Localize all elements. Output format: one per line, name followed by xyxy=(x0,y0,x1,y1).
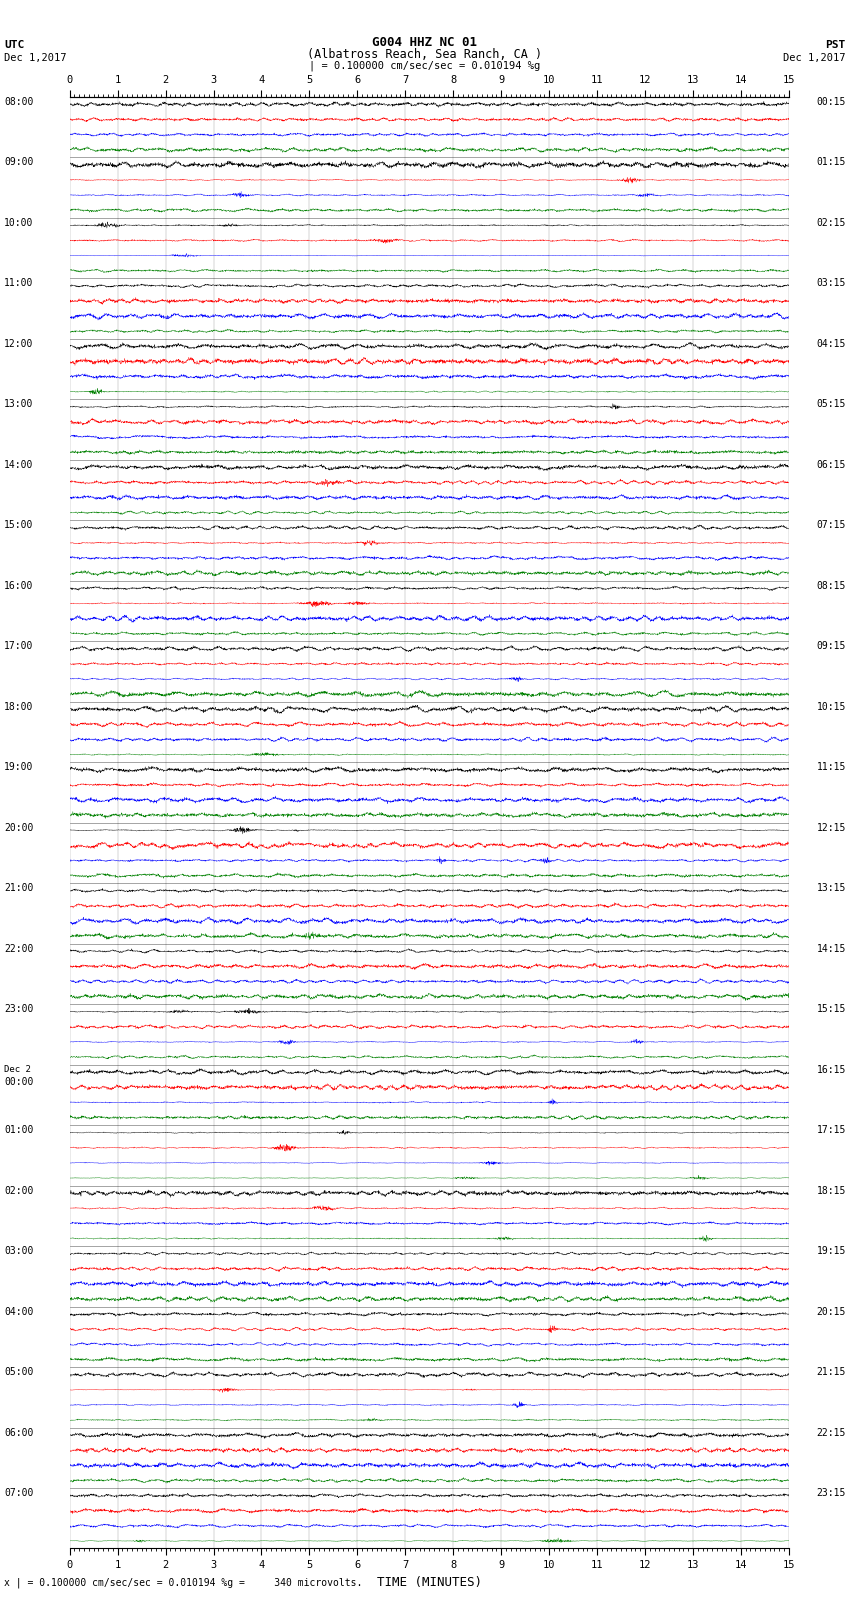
Text: 16:00: 16:00 xyxy=(4,581,34,590)
Text: 22:00: 22:00 xyxy=(4,944,34,953)
Text: 08:00: 08:00 xyxy=(4,97,34,106)
Text: 14:00: 14:00 xyxy=(4,460,34,469)
Text: 23:00: 23:00 xyxy=(4,1003,34,1015)
Text: 10:00: 10:00 xyxy=(4,218,34,227)
Text: 16:15: 16:15 xyxy=(816,1065,846,1074)
Text: 07:00: 07:00 xyxy=(4,1487,34,1498)
Text: PST: PST xyxy=(825,40,846,50)
Text: 18:00: 18:00 xyxy=(4,702,34,711)
Text: (Albatross Reach, Sea Ranch, CA ): (Albatross Reach, Sea Ranch, CA ) xyxy=(308,48,542,61)
Text: Dec 1,2017: Dec 1,2017 xyxy=(783,53,846,63)
Text: 21:15: 21:15 xyxy=(816,1368,846,1378)
Text: 10:15: 10:15 xyxy=(816,702,846,711)
Text: 06:00: 06:00 xyxy=(4,1428,34,1437)
Text: 02:00: 02:00 xyxy=(4,1186,34,1195)
Text: x | = 0.100000 cm/sec/sec = 0.010194 %g =     340 microvolts.: x | = 0.100000 cm/sec/sec = 0.010194 %g … xyxy=(4,1578,363,1589)
Text: 04:15: 04:15 xyxy=(816,339,846,348)
Text: 08:15: 08:15 xyxy=(816,581,846,590)
Text: 04:00: 04:00 xyxy=(4,1307,34,1316)
Text: 20:15: 20:15 xyxy=(816,1307,846,1316)
Text: 07:15: 07:15 xyxy=(816,521,846,531)
Text: G004 HHZ NC 01: G004 HHZ NC 01 xyxy=(372,37,478,50)
Text: 15:15: 15:15 xyxy=(816,1003,846,1015)
X-axis label: TIME (MINUTES): TIME (MINUTES) xyxy=(377,1576,482,1589)
Text: 20:00: 20:00 xyxy=(4,823,34,832)
Text: 21:00: 21:00 xyxy=(4,884,34,894)
Text: 11:15: 11:15 xyxy=(816,763,846,773)
Text: 17:00: 17:00 xyxy=(4,640,34,652)
Text: 14:15: 14:15 xyxy=(816,944,846,953)
Text: 17:15: 17:15 xyxy=(816,1126,846,1136)
Text: 13:00: 13:00 xyxy=(4,400,34,410)
Text: 05:00: 05:00 xyxy=(4,1368,34,1378)
Text: 01:15: 01:15 xyxy=(816,158,846,168)
Text: Dec 1,2017: Dec 1,2017 xyxy=(4,53,67,63)
Text: | = 0.100000 cm/sec/sec = 0.010194 %g: | = 0.100000 cm/sec/sec = 0.010194 %g xyxy=(309,60,541,71)
Text: 15:00: 15:00 xyxy=(4,521,34,531)
Text: 09:15: 09:15 xyxy=(816,640,846,652)
Text: 23:15: 23:15 xyxy=(816,1487,846,1498)
Text: 19:15: 19:15 xyxy=(816,1245,846,1257)
Text: 13:15: 13:15 xyxy=(816,884,846,894)
Text: 18:15: 18:15 xyxy=(816,1186,846,1195)
Text: 12:15: 12:15 xyxy=(816,823,846,832)
Text: 03:00: 03:00 xyxy=(4,1245,34,1257)
Text: 05:15: 05:15 xyxy=(816,400,846,410)
Text: UTC: UTC xyxy=(4,40,25,50)
Text: 01:00: 01:00 xyxy=(4,1126,34,1136)
Text: 12:00: 12:00 xyxy=(4,339,34,348)
Text: 00:15: 00:15 xyxy=(816,97,846,106)
Text: Dec 2: Dec 2 xyxy=(4,1065,31,1074)
Text: 02:15: 02:15 xyxy=(816,218,846,227)
Text: 22:15: 22:15 xyxy=(816,1428,846,1437)
Text: 19:00: 19:00 xyxy=(4,763,34,773)
Text: 09:00: 09:00 xyxy=(4,158,34,168)
Text: 11:00: 11:00 xyxy=(4,279,34,289)
Text: 06:15: 06:15 xyxy=(816,460,846,469)
Text: 03:15: 03:15 xyxy=(816,279,846,289)
Text: 00:00: 00:00 xyxy=(4,1077,34,1087)
